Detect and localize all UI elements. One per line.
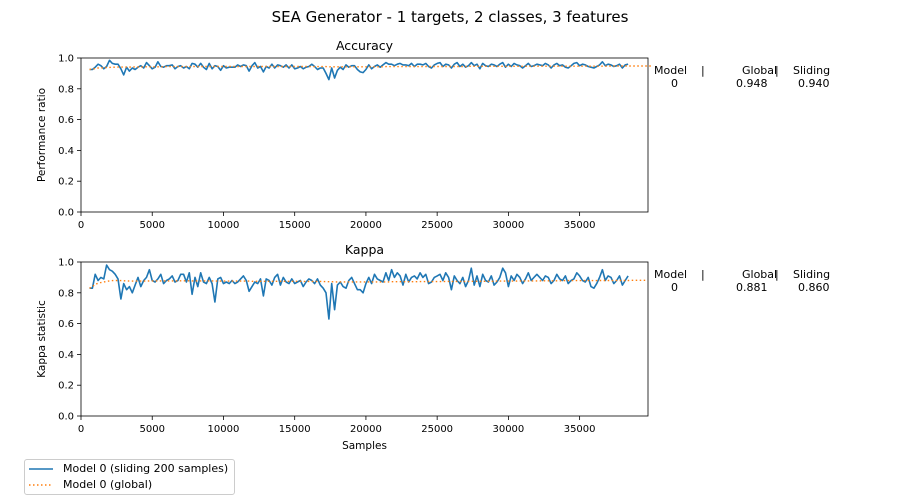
x-tick-label: 0: [78, 220, 84, 231]
kappa-x-axis-label: Samples: [342, 440, 387, 452]
y-tick-label: 1.0: [58, 54, 74, 65]
accuracy-sliding-series-line: [89, 59, 629, 81]
y-tick-label: 0.6: [58, 115, 74, 126]
y-tick-label: 0.2: [58, 381, 74, 392]
x-tick-label: 25000: [421, 424, 453, 435]
x-tick-label: 5000: [140, 220, 165, 231]
stats-header-sliding: Sliding: [793, 64, 831, 77]
x-tick-label: 35000: [564, 220, 596, 231]
stats-value-row: 0 0.881 0.860: [648, 281, 838, 294]
legend: Model 0 (sliding 200 samples) Model 0 (g…: [24, 459, 235, 495]
x-tick-label: 30000: [492, 424, 524, 435]
accuracy-global-series-line: [89, 65, 651, 71]
figure-title: SEA Generator - 1 targets, 2 classes, 3 …: [272, 8, 629, 26]
kappa-global-series-line: [89, 279, 646, 289]
stats-header-sep: |: [775, 64, 779, 77]
y-tick-label: 0.8: [58, 84, 74, 95]
stats-header-sep: |: [701, 64, 705, 77]
x-tick-label: 20000: [350, 424, 382, 435]
y-tick-label: 1.0: [58, 258, 74, 269]
x-tick-label: 25000: [421, 220, 453, 231]
x-tick-label: 15000: [279, 220, 311, 231]
accuracy-chart-title: Accuracy: [336, 38, 394, 53]
kappa-y-axis-label: Kappa statistic: [36, 300, 48, 378]
stats-header-row: Model | Global | Sliding: [648, 268, 838, 281]
kappa-sliding-series-line: [89, 264, 629, 320]
x-tick-label: 35000: [564, 424, 596, 435]
stats-header-model: Model: [654, 268, 688, 281]
legend-swatch-dotted-line: [29, 484, 53, 486]
stats-header-sep: |: [775, 268, 779, 281]
stats-global-value: 0.881: [736, 281, 768, 294]
x-tick-label: 5000: [140, 424, 165, 435]
stats-header-model: Model: [654, 64, 688, 77]
accuracy-stats-table: Model | Global | Sliding 0 0.948 0.940: [648, 64, 838, 90]
x-tick-label: 0: [78, 424, 84, 435]
legend-label-sliding: Model 0 (sliding 200 samples): [63, 462, 229, 475]
stats-value-row: 0 0.948 0.940: [648, 77, 838, 90]
y-tick-label: 0.2: [58, 177, 74, 188]
x-tick-label: 20000: [350, 220, 382, 231]
stats-header-sliding: Sliding: [793, 268, 831, 281]
x-tick-label: 10000: [208, 424, 240, 435]
stats-header-sep: |: [701, 268, 705, 281]
x-tick-label: 10000: [208, 220, 240, 231]
stats-global-value: 0.948: [736, 77, 768, 90]
x-tick-label: 15000: [279, 424, 311, 435]
accuracy-chart: Accuracy 0 5000 10000 15000 20000 25000 30000 35…: [36, 38, 651, 231]
kappa-chart: Kappa 0 5000 10000 15000 20000 25000 30000 35000…: [36, 242, 649, 452]
legend-label-global: Model 0 (global): [63, 478, 153, 491]
x-tick-label: 30000: [492, 220, 524, 231]
accuracy-plot-frame: [80, 57, 649, 213]
stats-sliding-value: 0.940: [798, 77, 830, 90]
accuracy-y-axis-label: Performance ratio: [36, 88, 48, 182]
kappa-chart-title: Kappa: [345, 242, 384, 257]
kappa-plot-frame: [80, 261, 649, 417]
stats-header-global: Global: [742, 64, 778, 77]
stats-header-global: Global: [742, 268, 778, 281]
y-tick-label: 0.4: [58, 146, 74, 157]
kappa-stats-table: Model | Global | Sliding 0 0.881 0.860: [648, 268, 838, 294]
stats-header-row: Model | Global | Sliding: [648, 64, 838, 77]
y-tick-label: 0.6: [58, 319, 74, 330]
y-tick-label: 0.0: [58, 208, 74, 219]
y-tick-label: 0.0: [58, 412, 74, 423]
y-tick-label: 0.8: [58, 288, 74, 299]
stats-model-id: 0: [671, 281, 678, 294]
legend-swatch-solid-line: [29, 468, 53, 470]
y-tick-label: 0.4: [58, 350, 74, 361]
stats-model-id: 0: [671, 77, 678, 90]
stats-sliding-value: 0.860: [798, 281, 830, 294]
